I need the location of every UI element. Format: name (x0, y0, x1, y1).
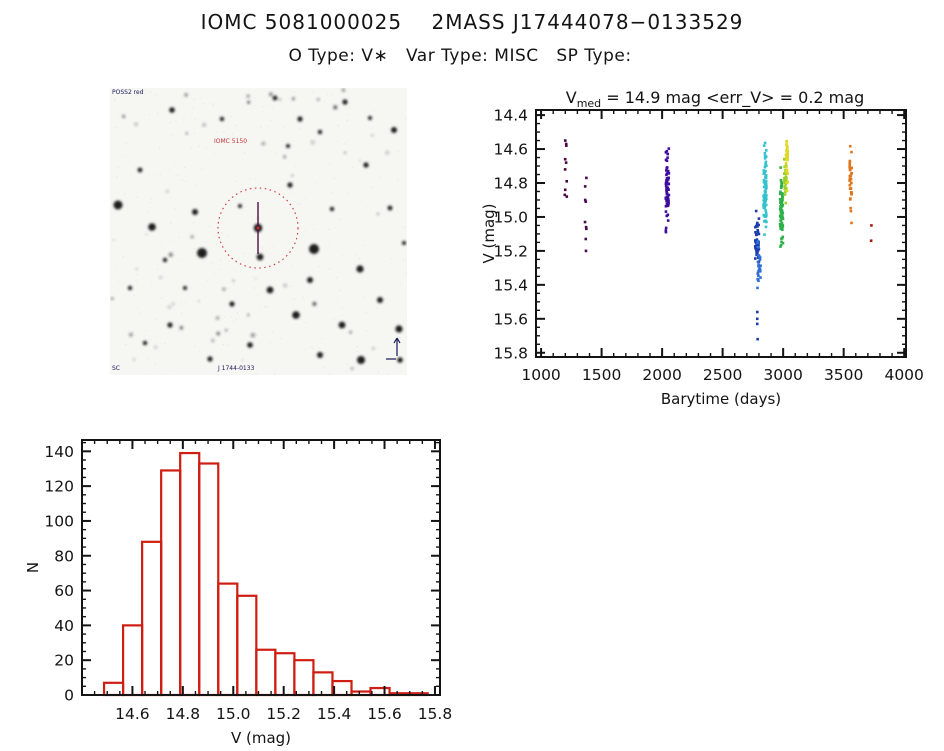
scatter-cluster-epoch-8 (848, 145, 853, 224)
lightcurve-ylabel: V (mag) (480, 203, 498, 263)
y-tick-label: 15.4 (493, 276, 528, 294)
x-tick-label: 2500 (703, 366, 742, 384)
scatter-cluster-epoch-5 (762, 142, 767, 236)
x-tick-label: 15.2 (266, 705, 301, 723)
x-tick-label: 4000 (884, 366, 923, 384)
finder-chart: POSS2 red IOMC 5150 J 1744-0133 SC (110, 88, 407, 375)
finder-survey-label: POSS2 red (112, 89, 144, 96)
histogram-ylabel: N (24, 562, 42, 573)
page-title: IOMC 5081000025 2MASS J17444078−0133529 (0, 10, 944, 34)
y-tick-label: 60 (54, 582, 74, 600)
x-tick-label: 2000 (642, 366, 681, 384)
histogram-bar (180, 453, 199, 695)
y-tick-label: 20 (54, 652, 74, 670)
y-tick-label: 40 (54, 617, 74, 635)
y-tick-label: 140 (44, 443, 74, 461)
histogram-bar (199, 463, 218, 695)
histogram-bar (332, 681, 351, 695)
scatter-cluster-epoch-3 (664, 147, 670, 233)
x-tick-label: 3000 (763, 366, 802, 384)
x-tick-label: 3500 (824, 366, 863, 384)
lightcurve-svg: 1000 1500 2000 2500 3000 3500 4000 14.4 14.6 14.8… (478, 85, 944, 415)
histogram-bar (237, 596, 256, 695)
histogram-bar (313, 672, 332, 695)
y-tick-label: 15.6 (493, 310, 528, 328)
scatter-cluster-epoch-1 (563, 139, 568, 198)
finder-coord-label: J 1744-0133 (218, 365, 254, 372)
histogram-bar (142, 542, 161, 695)
scatter-cluster-epoch-2 (584, 177, 588, 253)
x-tick-label: 14.8 (166, 705, 201, 723)
y-tick-label: 15.2 (493, 242, 528, 260)
histogram-bar (218, 584, 237, 695)
x-tick-label: 15.4 (317, 705, 352, 723)
scatter-cluster-epoch-9 (870, 224, 873, 242)
lightcurve-points (563, 139, 872, 340)
histogram-bars (104, 453, 428, 695)
y-tick-label: 0 (64, 687, 74, 705)
x-tick-label: 15.0 (216, 705, 251, 723)
histogram-axes (82, 440, 440, 695)
x-tick-label: 15.6 (367, 705, 402, 723)
x-tick-label: 15.8 (418, 705, 453, 723)
histogram-bar (275, 653, 294, 695)
histogram-bar (294, 660, 313, 695)
histogram-svg: 14.6 14.8 15.0 15.2 15.4 15.6 15.8 0 20 40 60 80 100… (18, 425, 488, 747)
x-tick-label: 1000 (521, 366, 560, 384)
y-tick-label: 14.8 (493, 174, 528, 192)
scatter-cluster-epoch-4b (756, 240, 762, 289)
histogram-bar (161, 470, 180, 695)
finder-corner-label: SC (112, 365, 120, 372)
histogram-plot: 14.6 14.8 15.0 15.2 15.4 15.6 15.8 0 20 40 60 80 100… (18, 425, 488, 751)
histogram-bar (123, 625, 142, 695)
lightcurve-tick-labels: 1000 1500 2000 2500 3000 3500 4000 14.4 14.6 14.8… (480, 107, 924, 408)
scatter-cluster-epoch-4c (756, 311, 759, 341)
y-tick-label: 14.6 (493, 141, 528, 159)
y-tick-label: 80 (54, 547, 74, 565)
x-tick-label: 1500 (582, 366, 621, 384)
y-tick-label: 14.4 (493, 107, 528, 125)
y-tick-label: 15.0 (493, 208, 528, 226)
histogram-xlabel: V (mag) (231, 729, 291, 747)
finder-image (110, 88, 407, 375)
y-tick-label: 15.8 (493, 344, 528, 362)
histogram-bar (256, 650, 275, 695)
x-tick-label: 14.6 (115, 705, 150, 723)
histogram-bar (371, 688, 390, 695)
finder-source-label: IOMC 5150 (214, 138, 247, 145)
lightcurve-plot: 1000 1500 2000 2500 3000 3500 4000 14.4 14.6 14.8… (478, 85, 944, 419)
y-tick-label: 120 (44, 478, 74, 496)
y-tick-label: 100 (44, 512, 74, 530)
page-subtitle: O Type: V∗ Var Type: MISC SP Type: (0, 46, 920, 66)
lightcurve-xlabel: Barytime (days) (661, 390, 781, 408)
